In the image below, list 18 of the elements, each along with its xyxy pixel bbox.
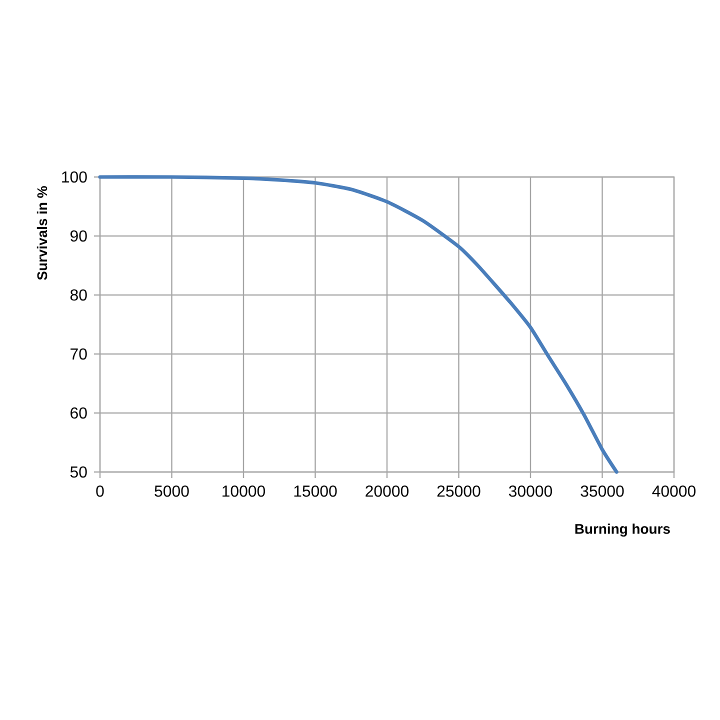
x-tick-label: 30000 [508,486,552,497]
x-tick-label: 10000 [222,486,266,497]
x-tick-label: 20000 [366,486,409,497]
y-tick-label: 100 [62,171,87,183]
x-tick-label: 35000 [580,486,624,497]
x-tick-label: 15000 [294,486,337,497]
y-tick-label: 90 [70,230,87,242]
line-series [98,175,618,474]
y-tick-label: 60 [70,407,87,419]
y-tick-label: 80 [70,289,87,301]
y-tick-label: 70 [70,348,87,360]
y-tick-label: 50 [70,466,87,478]
x-tick-label: 25000 [437,486,480,497]
x-tick-label: 0 [96,486,104,497]
x-tick-label: 5000 [154,486,189,497]
x-tick-label: 40000 [652,486,696,497]
y-axis-title: Survivals in % [36,186,48,280]
x-axis-title: Burning hours [575,524,670,537]
